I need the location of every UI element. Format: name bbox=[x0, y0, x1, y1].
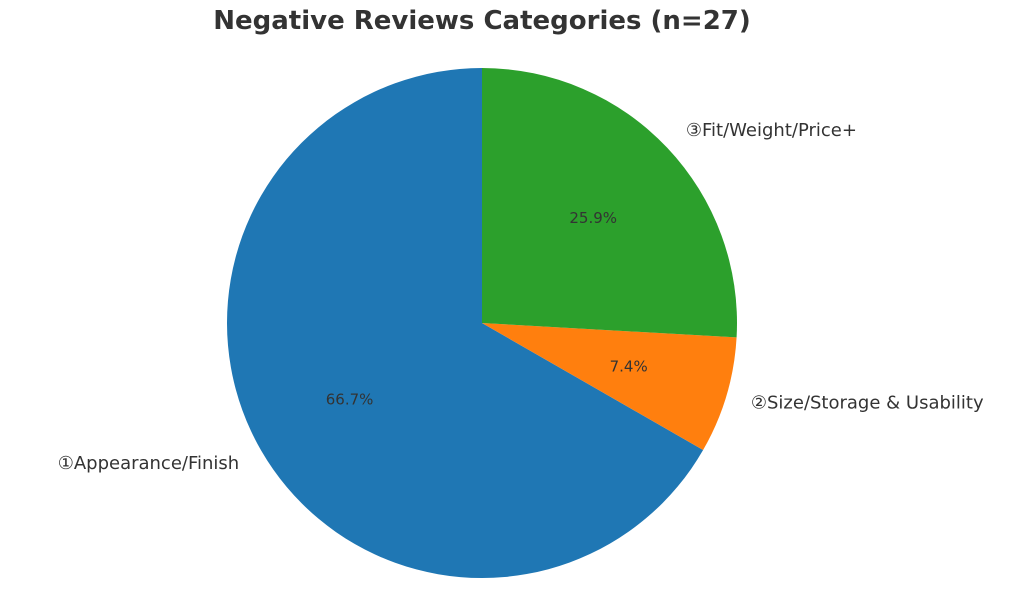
pie-percentage-label-2: 7.4% bbox=[610, 358, 648, 376]
pie-slice-2 bbox=[482, 323, 737, 451]
pie-percentage-labels: 66.7% 7.4% 25.9% bbox=[326, 209, 648, 409]
pie-category-label-3: ③Fit/Weight/Price+ bbox=[686, 120, 857, 141]
pie-slice-3 bbox=[482, 68, 738, 338]
chart-title: Negative Reviews Categories (n=27) bbox=[213, 6, 751, 36]
pie-percentage-label-1: 66.7% bbox=[326, 391, 374, 409]
pie-slice-1 bbox=[227, 68, 704, 579]
pie-category-label-1: ①Appearance/Finish bbox=[58, 453, 240, 474]
pie-category-label-2: ②Size/Storage & Usability bbox=[751, 392, 984, 413]
pie-percentage-label-3: 25.9% bbox=[569, 209, 617, 227]
pie-category-labels: ①Appearance/Finish ②Size/Storage & Usabil… bbox=[58, 120, 984, 474]
pie-slices bbox=[227, 68, 738, 579]
